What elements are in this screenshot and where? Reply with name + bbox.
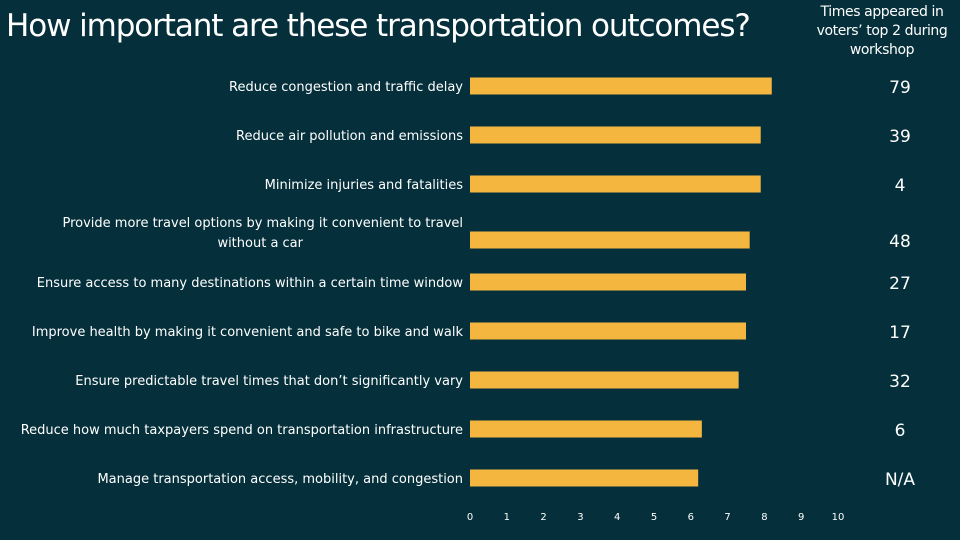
- bar: [470, 420, 702, 438]
- x-tick-label: 8: [761, 512, 767, 523]
- top2-count-label: 4: [895, 176, 906, 196]
- bar: [470, 231, 750, 249]
- bar: [470, 273, 746, 291]
- top2-column-header: Times appeared in voters’ top 2 during w…: [816, 4, 948, 58]
- x-tick-label: 1: [504, 512, 510, 523]
- category-label: Ensure access to many destinations withi…: [37, 276, 464, 291]
- bar: [470, 175, 761, 193]
- x-tick-label: 5: [651, 512, 657, 523]
- top2-count-label: 79: [889, 78, 911, 98]
- x-tick-label: 6: [688, 512, 694, 523]
- bar: [470, 77, 772, 95]
- category-label: Manage transportation access, mobility, …: [97, 472, 463, 487]
- category-label: Reduce how much taxpayers spend on trans…: [21, 423, 463, 438]
- top2-count-label: 6: [895, 421, 906, 441]
- x-tick-label: 9: [798, 512, 804, 523]
- bar: [470, 126, 761, 144]
- top2-count-label: 32: [889, 372, 911, 392]
- x-tick-label: 0: [467, 512, 473, 523]
- chart-title: How important are these transportation o…: [6, 8, 751, 44]
- bar: [470, 371, 739, 389]
- category-label: Ensure predictable travel times that don…: [75, 374, 463, 389]
- category-label: Reduce air pollution and emissions: [236, 129, 463, 144]
- bar: [470, 469, 699, 487]
- top2-count-label: 39: [889, 127, 911, 147]
- category-label: Improve health by making it convenient a…: [32, 325, 464, 340]
- top2-count-label: N/A: [885, 470, 915, 490]
- category-label: Minimize injuries and fatalities: [265, 178, 464, 193]
- category-label: Reduce congestion and traffic delay: [229, 80, 463, 95]
- top2-count-label: 17: [889, 323, 911, 343]
- top2-count-label: 48: [889, 232, 911, 252]
- x-tick-label: 3: [577, 512, 583, 523]
- bar: [470, 322, 746, 340]
- x-tick-label: 10: [832, 512, 845, 523]
- category-label: Provide more travel options by making it…: [62, 216, 463, 251]
- top2-count-label: 27: [889, 274, 911, 294]
- x-tick-label: 7: [724, 512, 730, 523]
- x-tick-label: 2: [540, 512, 546, 523]
- x-tick-label: 4: [614, 512, 620, 523]
